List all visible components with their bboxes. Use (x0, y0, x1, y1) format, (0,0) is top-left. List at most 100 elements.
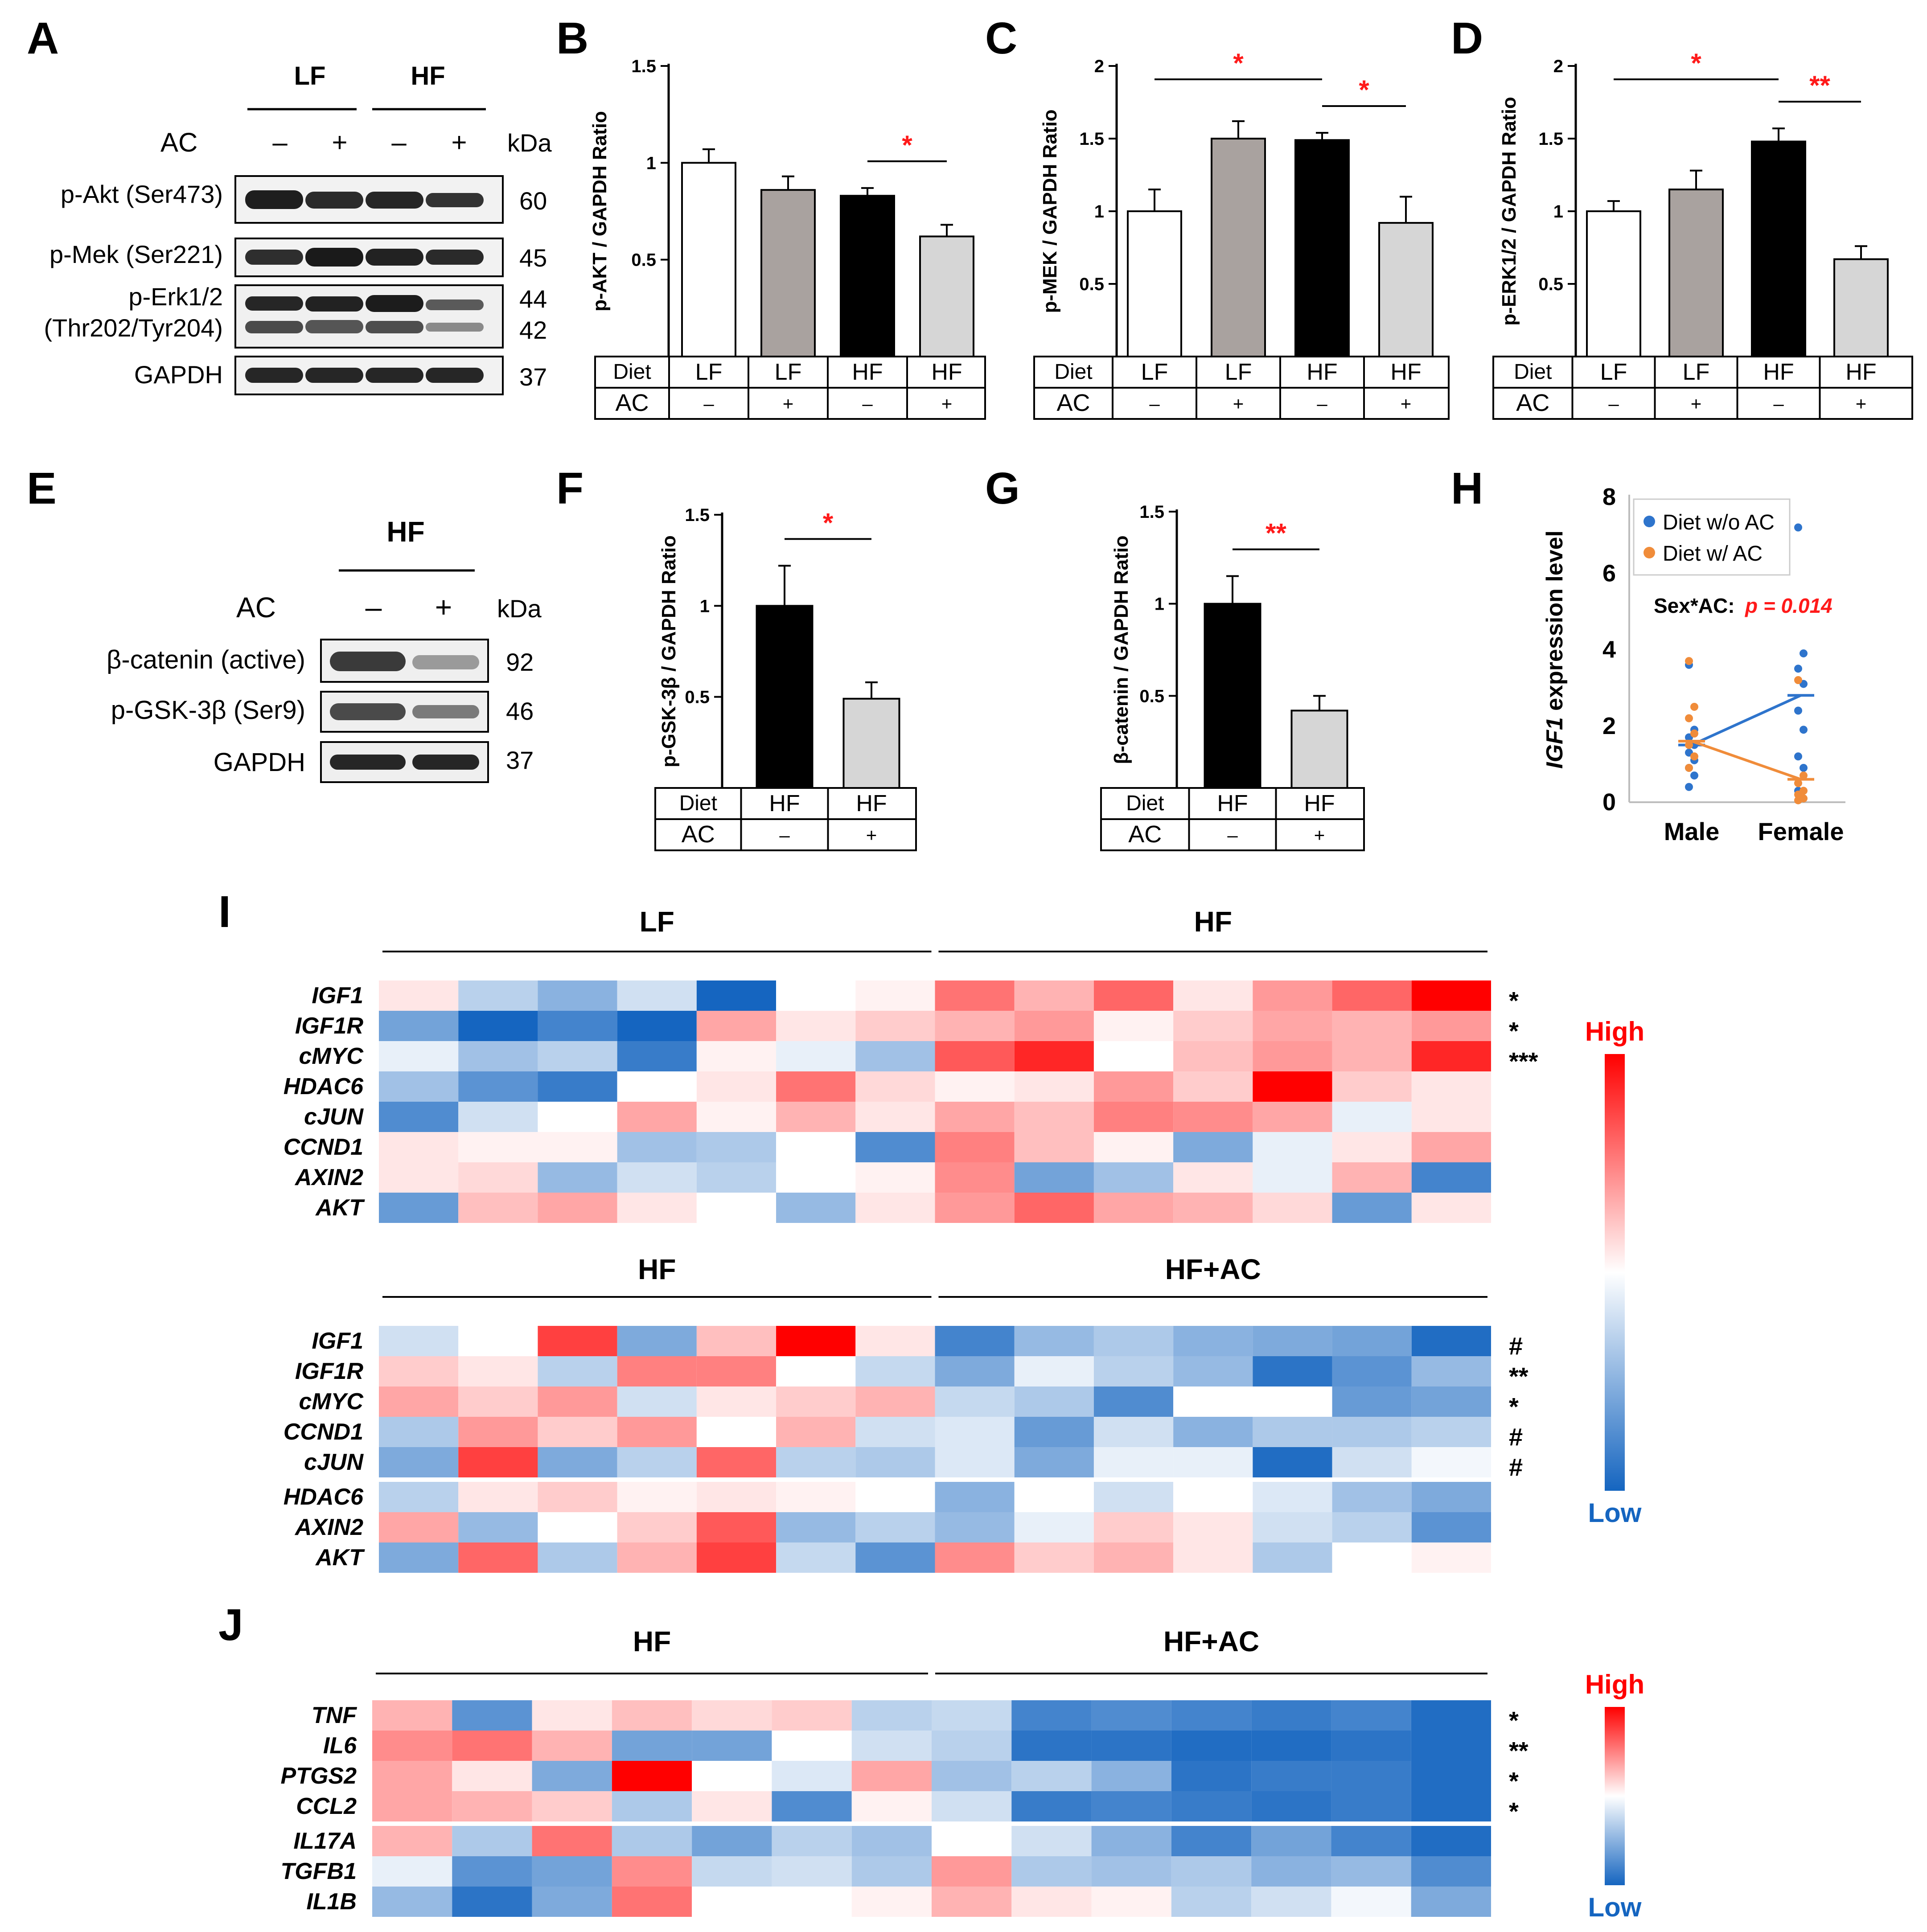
bar (1586, 210, 1641, 357)
blot-band (426, 250, 484, 265)
data-point (1800, 649, 1808, 658)
heatmap-cell (1093, 1193, 1174, 1223)
table-diet-cell: HF (931, 359, 962, 385)
table-ac-cell: – (1608, 393, 1619, 414)
heatmap-cell (1171, 1791, 1252, 1821)
heatmap-cell (772, 1887, 852, 1917)
blot-band (305, 248, 363, 267)
heatmap-cell (1014, 1011, 1094, 1041)
table-diet-cell: HF (769, 791, 800, 816)
group-label-lf: LF (294, 62, 326, 90)
group-header: HF (633, 1625, 671, 1657)
significance-star: * (1359, 75, 1369, 105)
y-axis-title: p-MEK / GAPDH Ratio (1039, 109, 1061, 313)
bar (1127, 210, 1182, 357)
heatmap-cell (379, 1011, 459, 1041)
heatmap-cell (932, 1731, 1012, 1761)
heatmap-cell (379, 1482, 459, 1512)
table-ac-label: AC (1056, 390, 1090, 416)
kda-value: 37 (519, 363, 547, 391)
heatmap-cell (1173, 1132, 1253, 1162)
heatmap-cell (1332, 1011, 1412, 1041)
significance-mark: * (1509, 1017, 1519, 1045)
heatmap-cell (1332, 1162, 1412, 1193)
heatmap-cell (538, 1132, 617, 1162)
heatmap-cell (379, 1356, 459, 1386)
heatmap-cell (1093, 1417, 1174, 1447)
mean-line (1691, 694, 1802, 747)
y-tick-label: 1 (646, 153, 656, 173)
heatmap-cell (1173, 1417, 1253, 1447)
gene-label: AKT (315, 1545, 365, 1571)
table-ac-label: AC (615, 390, 649, 416)
heatmap-cell (538, 1447, 617, 1477)
heatmap-cell (855, 1542, 935, 1573)
heatmap-cell (932, 1761, 1012, 1791)
data-point (1794, 779, 1802, 788)
heatmap-cell (932, 1700, 1012, 1731)
panel-f-label: F (556, 464, 583, 513)
heatmap-cell (532, 1761, 612, 1791)
significance-star: * (1233, 48, 1244, 78)
significance-star: * (823, 508, 834, 537)
heatmap-cell (776, 1326, 856, 1356)
heatmap-cell (379, 1132, 459, 1162)
blot-band (366, 321, 423, 333)
heatmap-cell (1411, 1447, 1491, 1477)
heatmap-cell (458, 1326, 538, 1356)
x-tick-label: Male (1664, 817, 1720, 845)
heatmap-cell (612, 1887, 692, 1917)
heatmap-cell (458, 1447, 538, 1477)
gene-label: HDAC6 (284, 1484, 364, 1510)
kda-value: 92 (506, 648, 534, 676)
heatmap-cell (1091, 1887, 1171, 1917)
heatmap-cell (935, 1193, 1015, 1223)
data-point (1685, 783, 1693, 791)
table-diet-cell: LF (695, 359, 723, 385)
heatmap-cell (1411, 1386, 1491, 1417)
heatmap-cell (1331, 1791, 1411, 1821)
heatmap-cell (692, 1761, 772, 1791)
heatmap-cell (372, 1700, 452, 1731)
heatmap-cell (617, 1482, 697, 1512)
y-axis-title-rest: expression level (1542, 530, 1568, 717)
kda-value: 37 (506, 746, 534, 774)
bar (842, 697, 900, 789)
gene-label: IL6 (323, 1733, 357, 1759)
heatmap-cell (851, 1731, 932, 1761)
heatmap-cell (1253, 1417, 1332, 1447)
blot-band (245, 321, 303, 333)
y-tick-label: 1 (1094, 202, 1104, 222)
gene-label: TGFB1 (281, 1858, 357, 1884)
table-diet-cell: HF (1763, 359, 1794, 385)
y-axis-title: p-AKT / GAPDH Ratio (589, 111, 611, 312)
heatmap-cell (1332, 1482, 1412, 1512)
blot-band (412, 655, 479, 669)
heatmap-cell (1253, 980, 1332, 1011)
heatmap-cell (1014, 1041, 1094, 1071)
heatmap-cell (617, 1326, 697, 1356)
table-ac-label: AC (1128, 821, 1162, 848)
table-ac-cell: + (1691, 393, 1702, 414)
heatmap-cell (1411, 1162, 1491, 1193)
heatmap-cell (1251, 1791, 1331, 1821)
blot-band (330, 703, 406, 720)
heatmap-cell (452, 1700, 532, 1731)
heatmap-cell (1251, 1731, 1331, 1761)
heatmap-cell (1411, 1700, 1491, 1731)
heatmap-cell (1173, 1326, 1253, 1356)
heatmap-cell (776, 1011, 856, 1041)
heatmap-cell (532, 1700, 612, 1731)
table-diet-cell: HF (1304, 791, 1335, 816)
table-ac-cell: + (1856, 393, 1867, 414)
heatmap-cell (532, 1826, 612, 1856)
legend-low-label: Low (1588, 1498, 1642, 1528)
significance-mark: *** (1509, 1047, 1538, 1075)
table-ac-label: AC (1516, 390, 1549, 416)
heatmap-cell (935, 1071, 1015, 1102)
heatmap-cell (1332, 1071, 1412, 1102)
x-tick-label: Female (1758, 817, 1844, 845)
heatmap-cell (776, 1386, 856, 1417)
heatmap-cell (1332, 1326, 1412, 1356)
bar (919, 235, 974, 357)
